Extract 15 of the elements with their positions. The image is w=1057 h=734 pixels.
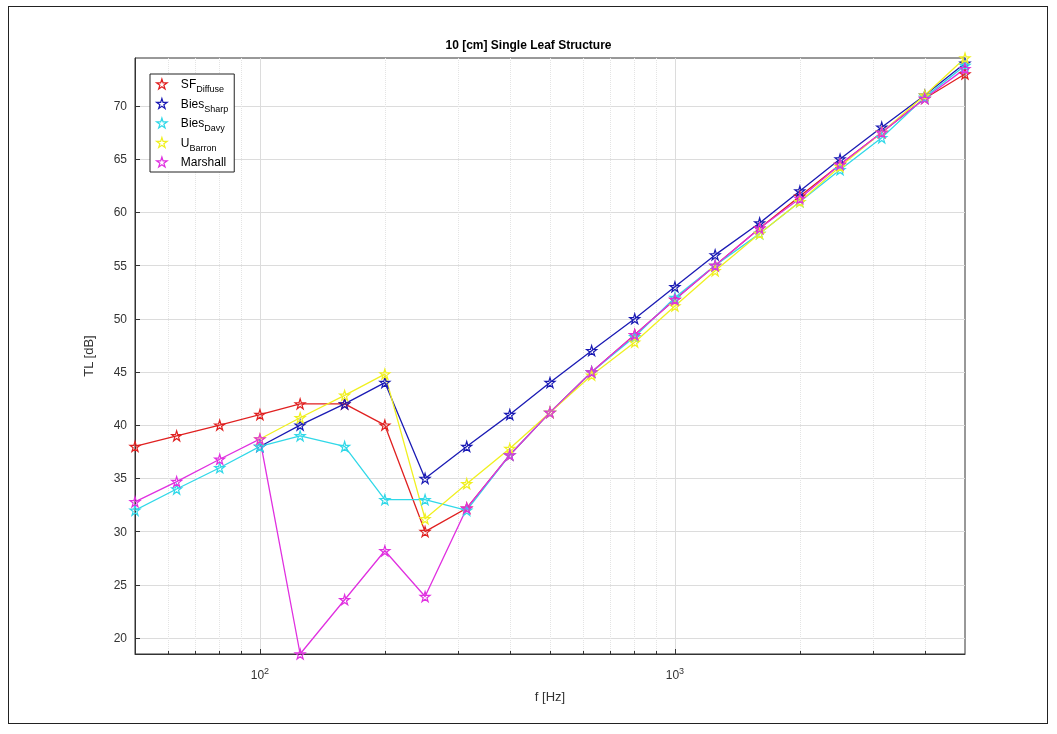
y-tick-label: 25 <box>113 577 128 592</box>
y-tick-label: 30 <box>113 524 128 539</box>
y-tick-label: 40 <box>113 418 128 433</box>
y-tick-label: 65 <box>113 152 128 167</box>
y-tick-label: 35 <box>113 471 128 486</box>
y-tick-label: 45 <box>113 364 128 379</box>
x-axis-title: f [Hz] <box>534 689 566 704</box>
y-tick-label: 20 <box>113 631 128 646</box>
chart-title: 10 [cm] Single Leaf Structure <box>445 38 612 52</box>
y-tick-label: 70 <box>113 98 128 113</box>
y-tick-label: 55 <box>113 258 128 273</box>
y-tick-label: 50 <box>113 311 128 326</box>
y-axis-title: TL [dB] <box>81 335 96 377</box>
legend-label: Marshall <box>180 155 227 169</box>
y-tick-label: 60 <box>113 205 128 220</box>
